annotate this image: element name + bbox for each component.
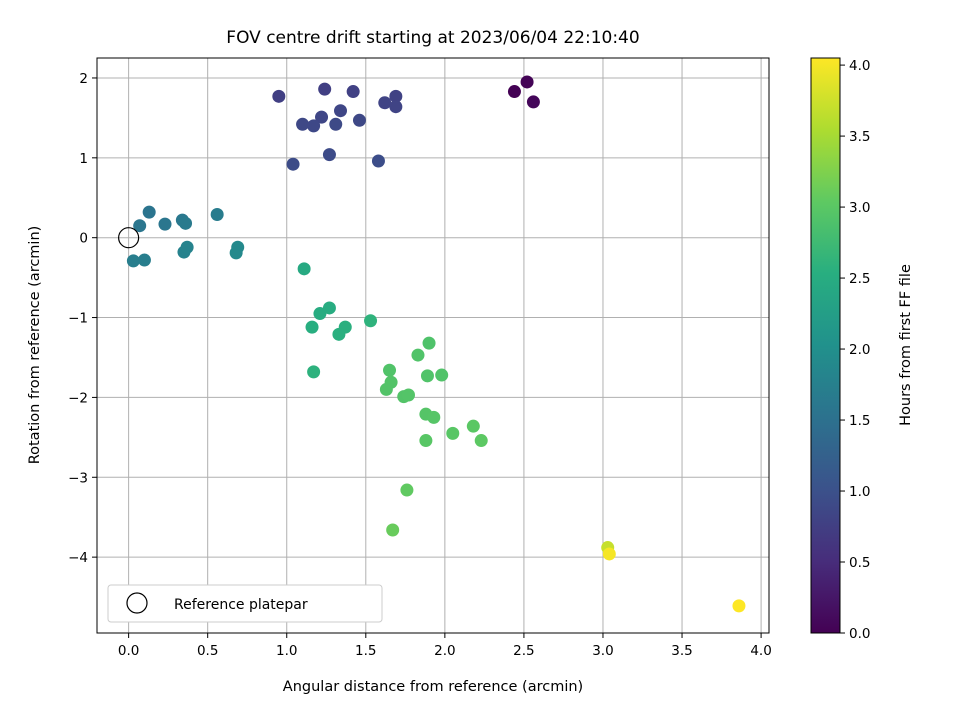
data-point (305, 320, 319, 334)
data-point (389, 100, 403, 114)
data-point (315, 110, 329, 124)
data-point (378, 96, 392, 110)
data-point (419, 434, 433, 448)
colorbar-tick-label: 1.0 (849, 484, 870, 500)
x-tick-label: 2.0 (434, 643, 455, 659)
data-point (318, 82, 332, 96)
data-point (297, 262, 311, 276)
x-tick-label: 1.0 (276, 643, 297, 659)
legend: Reference platepar (107, 584, 383, 623)
reference-marker-layer (118, 227, 140, 249)
data-point (158, 217, 172, 231)
data-point (507, 85, 521, 99)
data-point (142, 205, 156, 219)
data-point (401, 388, 415, 402)
colorbar-ticks: 0.0 0.5 1.0 1.5 2.0 2.5 3.0 3.5 4.0 (840, 58, 870, 642)
x-tick-label: 0.0 (118, 643, 139, 659)
x-axis-label: Angular distance from reference (arcmin) (283, 679, 583, 695)
data-point (383, 363, 397, 377)
y-tick-label: −3 (68, 470, 88, 486)
data-point (526, 95, 540, 109)
data-point (386, 523, 400, 537)
y-tick-label: −1 (68, 311, 88, 327)
y-axis-label: Rotation from reference (arcmin) (27, 226, 43, 465)
x-tick-label: 3.0 (592, 643, 613, 659)
legend-box (107, 584, 383, 623)
data-point (272, 89, 286, 103)
data-point (179, 216, 193, 230)
data-point (389, 89, 403, 103)
data-point (474, 434, 488, 448)
data-point (352, 113, 366, 127)
data-point (466, 419, 480, 433)
data-point (420, 369, 434, 383)
x-tick-label: 4.0 (750, 643, 771, 659)
data-point (427, 410, 441, 424)
data-point (137, 253, 151, 267)
colorbar-tick-label: 4.0 (849, 58, 870, 74)
colorbar-label: Hours from first FF file (898, 264, 914, 426)
colorbar-tick-label: 2.5 (849, 271, 870, 287)
colorbar-tick-label: 3.0 (849, 200, 870, 216)
plot-frame (96, 57, 770, 634)
x-tick-label: 1.5 (355, 643, 376, 659)
y-tick-label: 2 (79, 71, 88, 87)
data-point (364, 314, 378, 328)
legend-entry-reference: Reference platepar (174, 597, 308, 613)
data-point (126, 254, 140, 268)
x-axis-ticks: 0.0 0.5 1.0 1.5 2.0 2.5 3.0 3.5 4.0 (118, 633, 772, 659)
grid-lines (97, 58, 769, 633)
colorbar: 0.0 0.5 1.0 1.5 2.0 2.5 3.0 3.5 4.0 Hours from f… (810, 57, 914, 642)
colorbar-gradient (810, 57, 841, 634)
y-tick-label: −4 (68, 550, 88, 566)
colorbar-tick-label: 3.5 (849, 129, 870, 145)
data-point (732, 599, 746, 613)
data-point (346, 85, 360, 99)
colorbar-tick-label: 2.0 (849, 342, 870, 358)
data-point (322, 148, 336, 162)
colorbar-tick-label: 0.0 (849, 626, 870, 642)
data-point (332, 327, 346, 341)
y-axis-ticks: 2 1 0 −1 −2 −3 −4 (68, 71, 97, 566)
data-point (371, 154, 385, 168)
data-point (307, 119, 321, 133)
data-point (422, 336, 436, 350)
data-point (379, 382, 393, 396)
data-point (602, 547, 616, 561)
data-point (180, 240, 194, 254)
x-tick-label: 2.5 (513, 643, 534, 659)
chart-title: FOV centre drift starting at 2023/06/04 … (226, 28, 639, 48)
x-tick-label: 0.5 (197, 643, 218, 659)
data-point (400, 483, 414, 497)
data-point (329, 117, 343, 131)
data-point (411, 348, 425, 362)
y-tick-label: 0 (79, 231, 88, 247)
data-point (435, 368, 449, 382)
y-tick-label: −2 (68, 390, 88, 406)
data-point (210, 208, 224, 222)
reference-platepar-marker (118, 227, 140, 249)
data-point (296, 117, 310, 131)
y-tick-label: 1 (79, 151, 88, 167)
legend-marker-icon (126, 592, 148, 614)
data-point (334, 104, 348, 118)
data-point (446, 426, 460, 440)
data-point (313, 307, 327, 321)
data-point (286, 157, 300, 171)
data-point (307, 365, 321, 379)
data-point (322, 301, 336, 315)
data-point (229, 246, 243, 260)
colorbar-tick-label: 0.5 (849, 555, 870, 571)
data-points (126, 75, 746, 613)
colorbar-tick-label: 1.5 (849, 413, 870, 429)
x-tick-label: 3.5 (671, 643, 692, 659)
data-point (520, 75, 534, 89)
data-point (133, 219, 147, 233)
